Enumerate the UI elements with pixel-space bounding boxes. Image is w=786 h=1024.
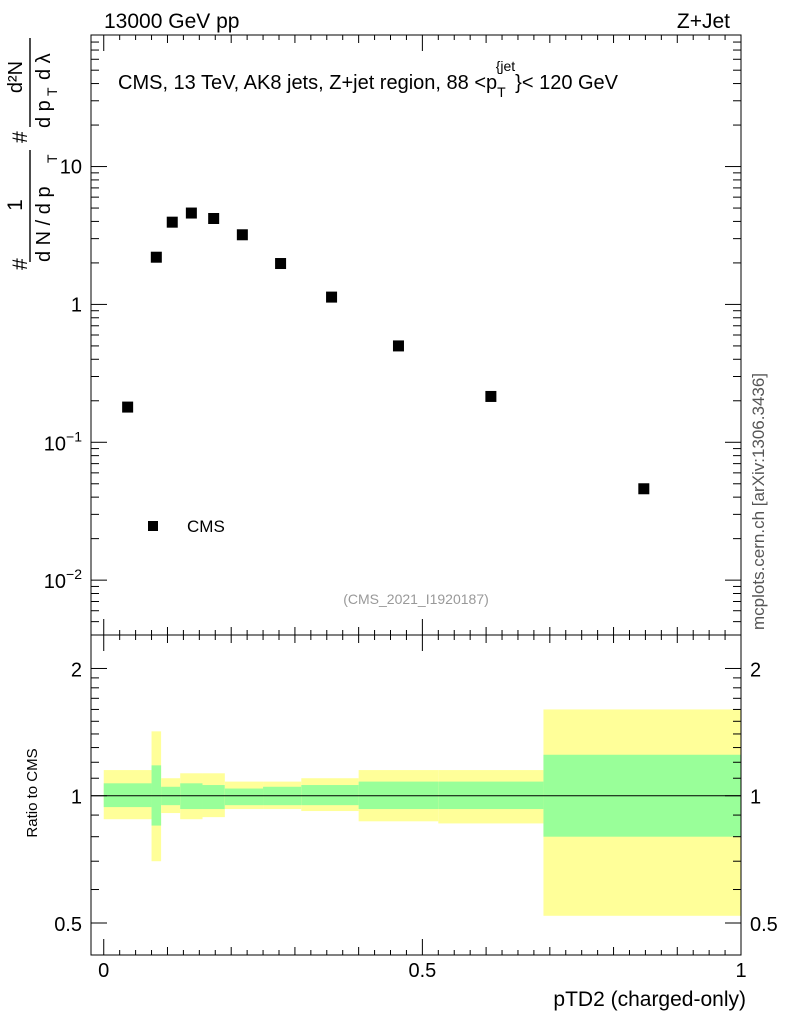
main-panel: 10−2 10−1 1 10 CMS, 13 TeV, AK8 jets, Z+jet… [4, 34, 742, 636]
ylabel-inner-den: d p [33, 100, 55, 128]
ratio-y-tick-label: 2 [71, 659, 82, 681]
ratio-y-tick-label-right: 2 [750, 659, 761, 681]
process-label: Z+Jet [677, 10, 730, 33]
ratio-band-inner [224, 788, 264, 806]
data-point [275, 258, 287, 270]
ylabel-frac-num: 1 [4, 199, 27, 211]
x-tick-label: 1 [735, 960, 746, 982]
ratio-y-tick-label-right: 0.5 [750, 914, 778, 936]
data-point [485, 390, 497, 402]
data-point [208, 212, 220, 224]
data-point [185, 207, 197, 219]
title-sub: T [497, 84, 506, 100]
main-frame [90, 34, 742, 636]
y-tick-label: 1 [71, 294, 82, 316]
x-tick-label: 0 [98, 960, 109, 982]
watermark: mcplots.cern.ch [arXiv:1306.3436] [749, 373, 768, 630]
x-axis-label: pTD2 (charged-only) [553, 988, 746, 1011]
ylabel-inner-num: d²N [5, 61, 27, 93]
ratio-band-inner [301, 785, 359, 806]
legend-label: CMS [187, 517, 225, 536]
legend-marker [148, 521, 158, 531]
ratio-ticks: 0.5 0.5 1 1 2 2 0 0.5 1 [54, 635, 778, 982]
data-point [122, 401, 134, 413]
ylabel-frac-den-sub: T [44, 154, 60, 163]
data-point [326, 291, 338, 303]
analysis-id: (CMS_2021_I1920187) [343, 591, 489, 607]
main-ticks: 10−2 10−1 1 10 [44, 34, 742, 636]
data-point [236, 229, 248, 241]
ratio-frame [90, 634, 742, 956]
y-tick-label: 10−1 [44, 428, 82, 455]
x-tick-label: 0.5 [408, 960, 436, 982]
chart-title: CMS, 13 TeV, AK8 jets, Z+jet region, 88 … [118, 58, 619, 100]
ylabel-inner-den-sub: T [44, 87, 60, 96]
ratio-panel: 0.5 0.5 1 1 2 2 0 0.5 1 Ratio to CMS pTD2 (charg… [24, 634, 778, 1011]
ylabel-frac-den: d N / d p [33, 186, 55, 262]
ratio-y-tick-label: 0.5 [54, 914, 82, 936]
y-tick-label: 10−2 [44, 566, 82, 593]
ylabel-hash: # [9, 258, 32, 270]
ratio-ylabel: Ratio to CMS [24, 748, 41, 837]
data-point [150, 251, 162, 263]
data-point [166, 216, 178, 228]
ratio-y-tick-label-right: 1 [750, 787, 761, 809]
data-points [122, 207, 650, 495]
y-axis-label: # 1 d N / d p T # d²N d p T d λ [4, 38, 60, 270]
y-tick-label: 10 [60, 157, 82, 179]
ylabel-hash-2: # [9, 131, 32, 143]
ratio-band-inner [202, 785, 225, 810]
title-prefix: CMS, 13 TeV, AK8 jets, Z+jet region, 88 … [118, 72, 497, 94]
data-point [638, 483, 650, 495]
ylabel-inner-den-tail: d λ [33, 53, 55, 80]
title-sup: {jet [496, 58, 516, 74]
ratio-y-tick-label: 1 [71, 787, 82, 809]
ratio-band-inner [103, 783, 152, 808]
ratio-bands [103, 709, 741, 916]
title-suffix: }< 120 GeV [515, 72, 619, 94]
energy-label: 13000 GeV pp [104, 10, 239, 33]
data-point [392, 340, 404, 352]
